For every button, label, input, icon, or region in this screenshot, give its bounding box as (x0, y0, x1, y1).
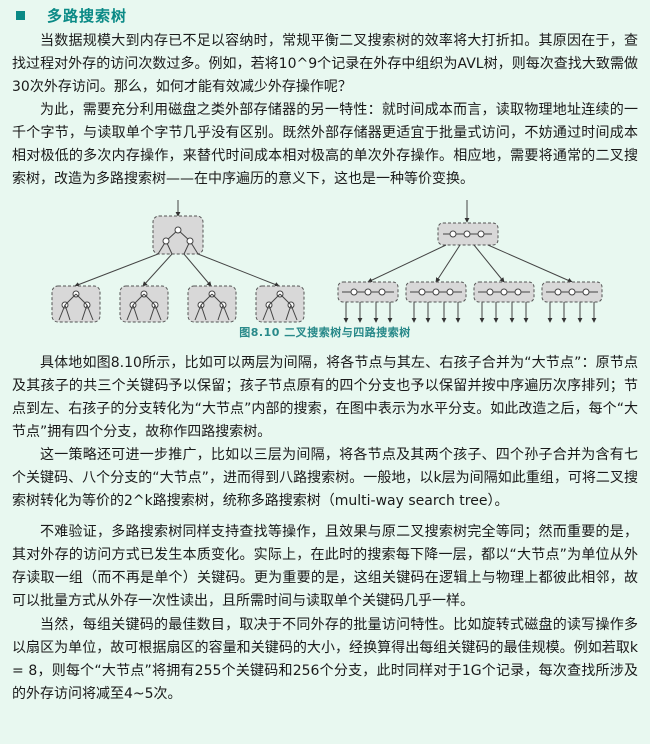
paragraph-3: 具体地如图8.10所示，比如可以两层为间隔，将各节点与其左、右孩子合并为“大节点… (12, 355, 638, 440)
four-way-tree-diagram (337, 200, 603, 323)
figure-trees (51, 200, 603, 323)
subtree-box-1 (51, 285, 101, 323)
subtree-box-3 (187, 285, 237, 323)
paragraph-4: 这一策略还可进一步推广，比如以三层为间隔，将各节点及其两个孩子、四个孙子合并为含… (12, 447, 638, 509)
subtree-box-2 (119, 285, 169, 323)
square-bullet-icon (16, 10, 25, 20)
binary-tree-diagram (51, 200, 305, 323)
subtree-box-4 (255, 285, 305, 323)
section-title: 多路搜索树 (47, 6, 128, 25)
paragraph-5: 不难验证，多路搜索树同样支持查找等操作，且效果与原二叉搜索树完全等同；然而重要的… (12, 524, 638, 609)
paragraph-2: 为此，需要充分利用磁盘之类外部存储器的另一特性：就时间成本而言，读取物理地址连续… (12, 102, 638, 187)
section-heading: 多路搜索树 (16, 4, 127, 26)
figure-caption: 图8.10 二叉搜索树与四路搜索树 (239, 326, 411, 339)
leaf-node-3 (473, 281, 535, 323)
leaf-node-1 (337, 281, 399, 323)
paragraph-6: 当然，每组关键码的最佳数目，取决于不同外存的批量访问特性。比如旋转式磁盘的读写操… (12, 617, 638, 702)
paragraph-1: 当数据规模大到内存已不足以容纳时，常规平衡二叉搜索树的效率将大打折扣。其原因在于… (12, 33, 638, 95)
leaf-node-4 (541, 281, 603, 323)
leaf-node-2 (405, 281, 467, 323)
